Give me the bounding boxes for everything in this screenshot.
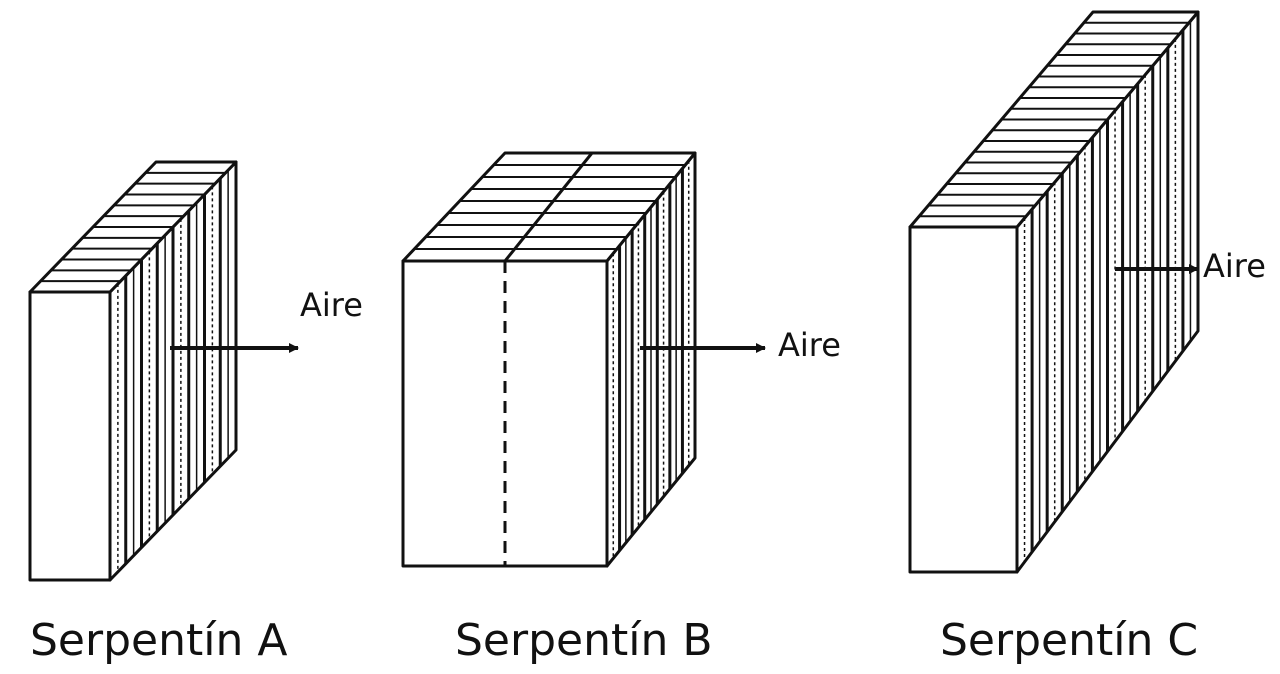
coil-c-caption: Serpentín C [940,615,1198,666]
coil-a-caption: Serpentín A [30,615,287,666]
coil-a-front-face [28,290,112,582]
coil-b [401,151,697,568]
coil-c [908,10,1200,574]
coil-b-top-lines [414,164,686,250]
coil-b-air-label: Aire [778,326,841,364]
coil-a [28,160,238,582]
coil-a-fins [117,170,229,572]
coil-a-air-label: Aire [300,286,363,324]
coil-b-fins [612,160,690,559]
coil-c-air-label: Aire [1203,247,1266,285]
coil-c-front-face [908,225,1019,574]
coil-c-top-lines [919,21,1189,218]
coil-c-fins [1023,20,1192,562]
coil-a-top-lines [40,171,226,283]
coil-b-caption: Serpentín B [455,615,713,666]
coil-b-top-divider [503,152,594,262]
